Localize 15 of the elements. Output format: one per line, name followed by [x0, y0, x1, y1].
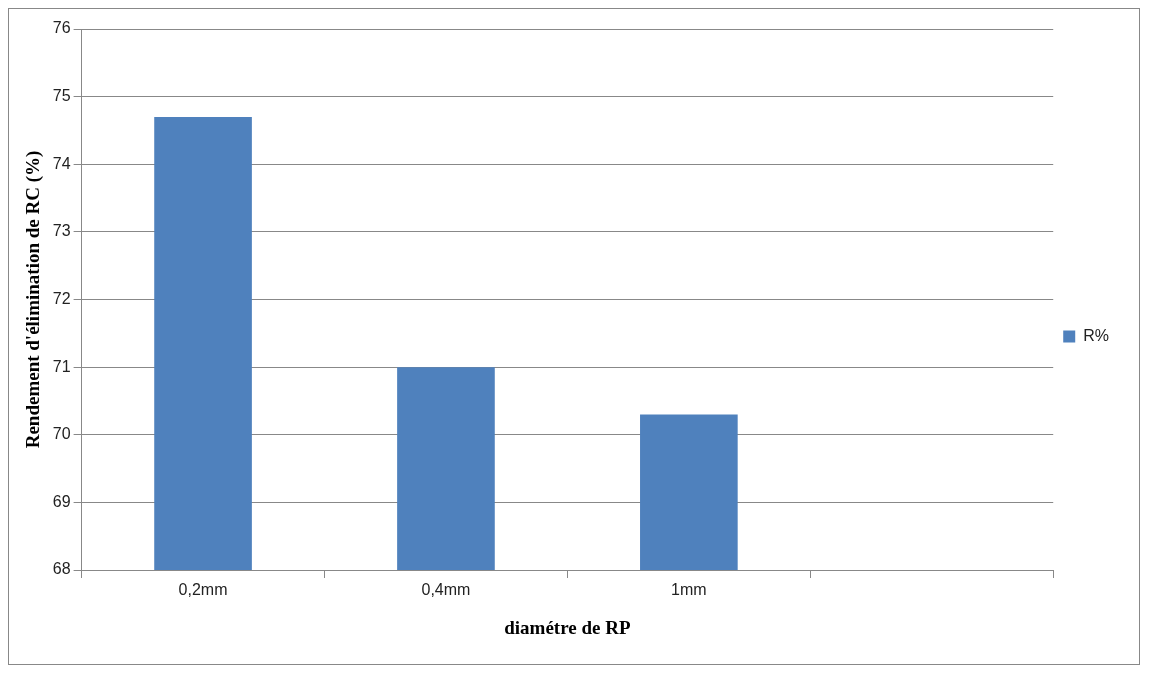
x-tick-label: 0,2mm — [178, 581, 228, 599]
y-tick-label: 73 — [52, 222, 71, 240]
y-tick-label: 76 — [52, 19, 71, 37]
y-tick-label: 71 — [52, 357, 71, 375]
x-axis-title: diamétre de RP — [504, 616, 631, 638]
y-tick-label: 74 — [52, 154, 71, 172]
y-tick-label: 75 — [52, 87, 71, 105]
x-tick-label: 1mm — [671, 581, 707, 599]
y-tick-label: 69 — [52, 492, 71, 510]
y-tick-label: 72 — [52, 289, 71, 307]
y-tick-label: 68 — [52, 560, 71, 578]
y-axis-title: Rendement d'élimination de RC (%) — [22, 150, 45, 449]
x-tick-label: 0,4mm — [421, 581, 471, 599]
legend-label: R% — [1083, 326, 1109, 344]
y-tick-label: 70 — [52, 425, 71, 443]
